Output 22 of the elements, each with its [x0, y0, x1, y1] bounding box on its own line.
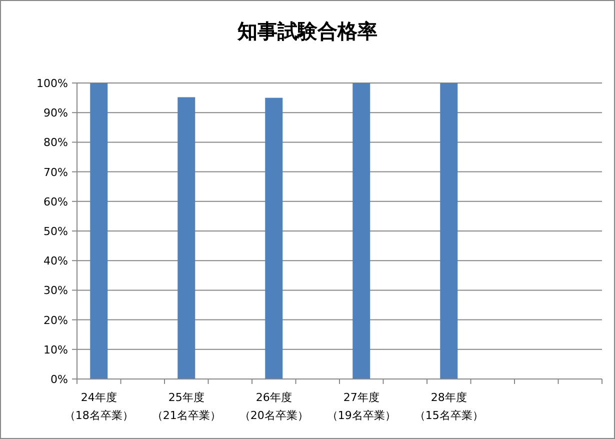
y-tick-label: 40%	[44, 254, 68, 268]
y-tick-label: 60%	[44, 195, 68, 208]
y-tick-label: 30%	[44, 284, 68, 298]
y-tick-label: 10%	[44, 343, 68, 356]
y-tick-label: 50%	[44, 225, 68, 238]
y-tick-label: 100%	[36, 77, 68, 90]
chart-title: 知事試験合格率	[236, 19, 378, 43]
x-tick-label: 25年度（21名卒業）	[152, 391, 221, 422]
x-tick-label: 24年度（18名卒業）	[64, 391, 134, 422]
bar	[352, 83, 370, 379]
bar	[178, 97, 196, 379]
x-tick-label: 26年度（20名卒業）	[239, 391, 308, 422]
y-tick-label: 90%	[44, 106, 68, 120]
y-tick-label: 20%	[44, 314, 68, 327]
x-tick-label: 27年度（19名卒業）	[326, 391, 396, 422]
y-tick-label: 80%	[44, 136, 68, 150]
bar	[440, 83, 458, 379]
y-tick-label: 70%	[44, 166, 68, 179]
x-tick-label: 28年度（15名卒業）	[414, 391, 484, 422]
y-tick-label: 0%	[50, 373, 68, 386]
bar	[90, 83, 108, 379]
bar	[265, 98, 283, 379]
